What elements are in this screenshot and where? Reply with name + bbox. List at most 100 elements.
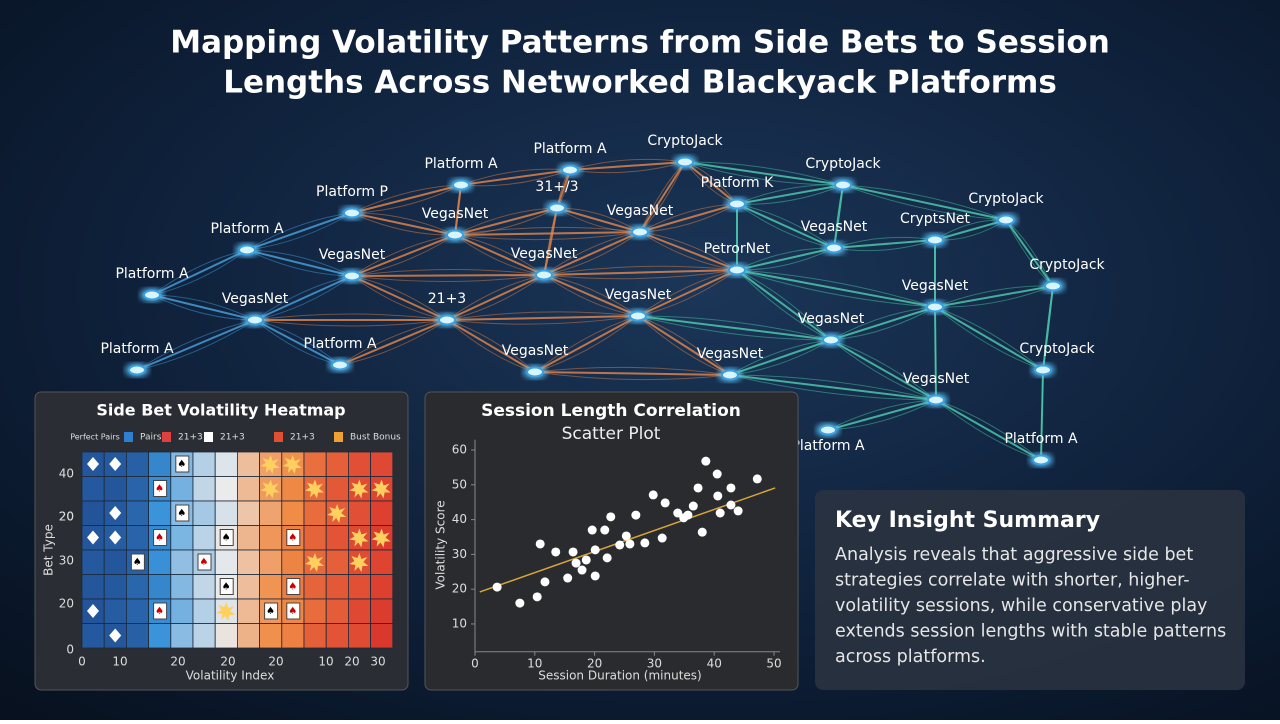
network-edge [830,306,936,341]
network-edge [934,306,1044,371]
card-icon [153,602,168,620]
network-edge [569,158,686,171]
heatmap-cell [81,623,105,649]
network-edge [637,315,731,376]
point [602,553,612,563]
node [331,359,349,371]
point [715,508,725,518]
x-tick-label: 0 [78,655,86,669]
burst-icon [371,479,391,499]
node-label: CryptoJack [968,191,1044,207]
y-tick-label: 60 [452,443,467,457]
heatmap-cell [103,574,127,600]
burst-icon [216,602,236,621]
y-tick-label: 30 [452,547,467,561]
heatmap-cell [126,476,150,502]
node-label: VegasNet [422,206,489,222]
network-edge [736,203,835,249]
heatmap-cell [214,451,238,477]
heatmap-cell [303,525,327,551]
point [590,571,600,581]
network-edge [339,319,448,366]
node-label: Platform A [115,266,188,282]
node-label: VegasNet [697,346,764,362]
heatmap-cell [170,549,194,575]
point [752,474,762,484]
x-tick-label: 10 [318,655,333,669]
network-edge [729,374,937,401]
node-label: VegasNet [511,246,578,262]
node-label: PetrorNet [704,241,771,257]
heatmap-cell [303,623,327,649]
point [532,592,542,602]
network-edge [569,161,686,174]
x-tick-label: 50 [766,656,781,670]
network-edge [1042,285,1054,371]
point [551,547,561,557]
card-icon [264,602,279,620]
heatmap-cell [370,500,394,526]
card-icon [286,578,301,595]
network-edge [534,315,639,373]
burst-icon [349,528,369,548]
heatmap-cell [148,623,172,649]
heatmap-cell [370,623,394,649]
heatmap-cell [236,476,260,502]
node [343,270,361,282]
card-suit: ♠ [177,459,186,470]
card-icon [175,455,190,473]
heatmap-cell [81,476,105,502]
network-edge [351,184,462,214]
point [640,538,650,548]
legend-label: Perfect Pairs [70,433,120,442]
network-edge [254,275,353,321]
x-tick-label: 20 [587,656,602,670]
node-label: VegasNet [607,203,674,219]
network-edge [842,184,1007,221]
network-edge [684,161,844,186]
burst-icon [260,479,280,499]
node-label: Platform A [210,221,283,237]
y-tick-label: 20 [59,510,74,524]
point [540,577,550,587]
insight-text: strategies correlate with shorter, highe… [835,571,1190,591]
point [535,539,545,549]
point [697,527,707,537]
card-icon [286,602,301,620]
node-label: VegasNet [801,219,868,235]
legend-swatch [274,432,283,442]
point [581,555,591,565]
network-edge [684,161,844,186]
card-suit: ♠ [200,557,209,568]
point [515,598,525,608]
network-edge [1005,219,1054,287]
heatmap-cell [214,623,238,649]
node [438,314,456,326]
network-edge [543,274,639,317]
point [683,510,693,520]
heatmap-cell [281,623,305,649]
point [660,498,670,508]
heatmap-cell [236,500,260,526]
diamond-icon [109,457,122,471]
legend-swatch [334,432,343,442]
card-icon [130,553,145,571]
node [997,214,1015,226]
chart-title: Side Bet Volatility Heatmap [96,401,345,420]
node [526,366,544,378]
point [726,483,736,493]
network-edge [534,371,731,376]
network-edge [351,269,545,277]
heatmap-cell [170,598,194,624]
legend-label: 21+3 [178,433,203,443]
burst-icon [327,504,347,523]
burst-icon [305,553,324,572]
node [676,156,694,168]
y-tick-label: 40 [452,512,467,526]
node-label: VegasNet [502,343,569,359]
heatmap-cell [325,598,349,624]
point [571,558,581,568]
heatmap-cell [347,574,371,600]
network-edge [934,306,1044,371]
network-edge [830,339,937,401]
